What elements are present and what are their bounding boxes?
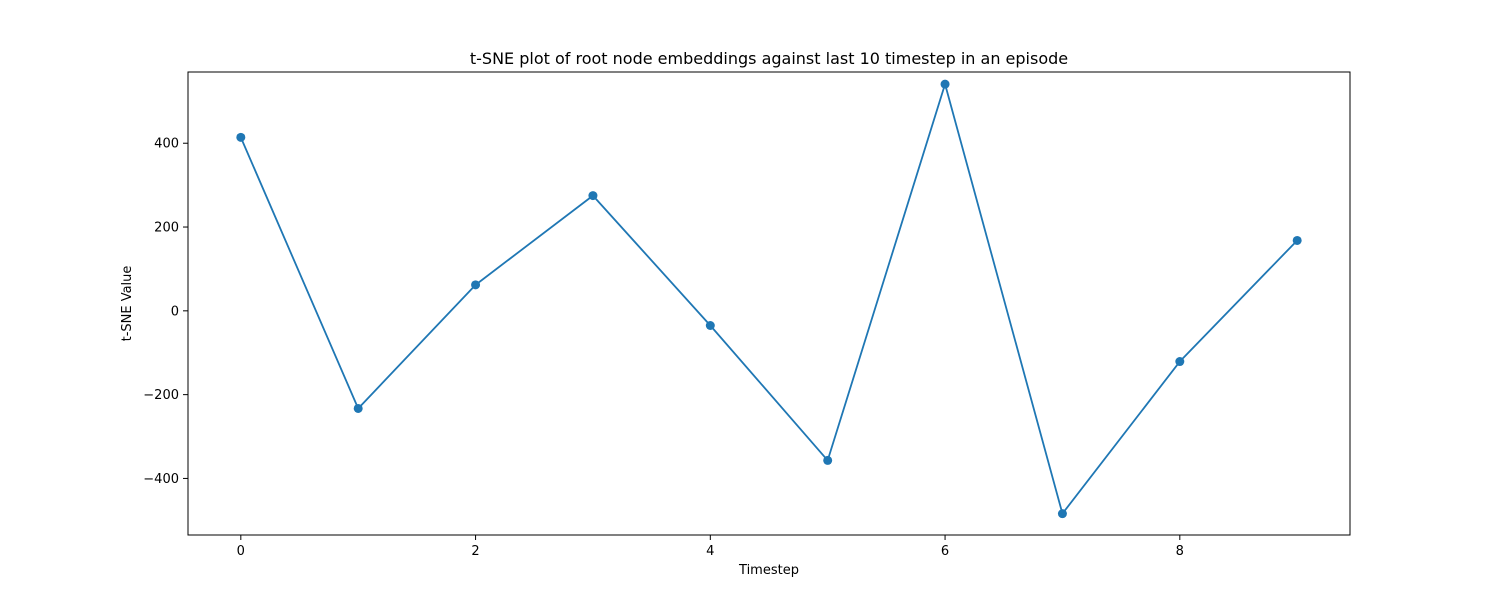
y-tick-label: 400 [154,137,179,152]
x-tick-label: 8 [1176,544,1184,559]
y-tick-label: 0 [171,304,179,319]
y-tick-label: −200 [143,388,179,403]
x-tick-label: 0 [237,544,245,559]
data-point [823,455,833,465]
x-tick-label: 4 [706,544,714,559]
y-axis-label: t-SNE Value [120,266,135,342]
data-point [471,280,481,290]
data-point [940,79,950,89]
chart-title: t-SNE plot of root node embeddings again… [470,49,1068,68]
series-line [239,83,1298,515]
x-tick-label: 6 [941,544,949,559]
x-axis-label: Timestep [738,563,799,578]
y-tick-label: 200 [154,221,179,236]
y-tick-label: −400 [143,472,179,487]
data-point [1292,235,1302,245]
data-point [353,403,363,413]
data-point [236,132,246,142]
data-point [1057,509,1067,519]
data-point [1175,357,1185,367]
x-axis: 0 2 4 6 8 [237,535,1184,559]
data-point [588,191,598,201]
y-axis: −400 −200 0 200 400 [143,137,188,487]
x-tick-label: 2 [471,544,479,559]
data-point [705,320,715,330]
plot-area [187,71,1351,536]
series-line-group [236,79,1302,519]
